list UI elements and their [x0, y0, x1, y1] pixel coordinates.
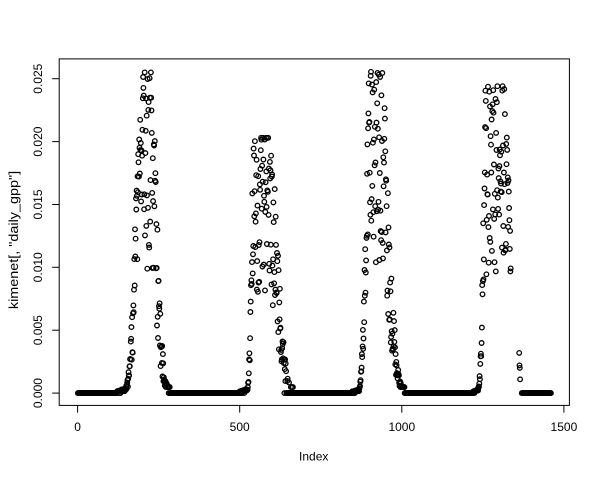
svg-text:0.025: 0.025: [31, 63, 45, 93]
svg-text:0.005: 0.005: [31, 315, 45, 345]
svg-text:0.000: 0.000: [31, 378, 45, 408]
svg-text:500: 500: [230, 420, 250, 434]
svg-text:Index: Index: [299, 450, 328, 464]
svg-text:1500: 1500: [551, 420, 578, 434]
svg-text:0.015: 0.015: [31, 189, 45, 219]
svg-text:0: 0: [74, 420, 81, 434]
svg-text:kimenet[, "daily_gpp"]: kimenet[, "daily_gpp"]: [6, 171, 20, 309]
svg-text:0.020: 0.020: [31, 126, 45, 156]
svg-text:0.010: 0.010: [31, 252, 45, 282]
svg-text:1000: 1000: [388, 420, 415, 434]
